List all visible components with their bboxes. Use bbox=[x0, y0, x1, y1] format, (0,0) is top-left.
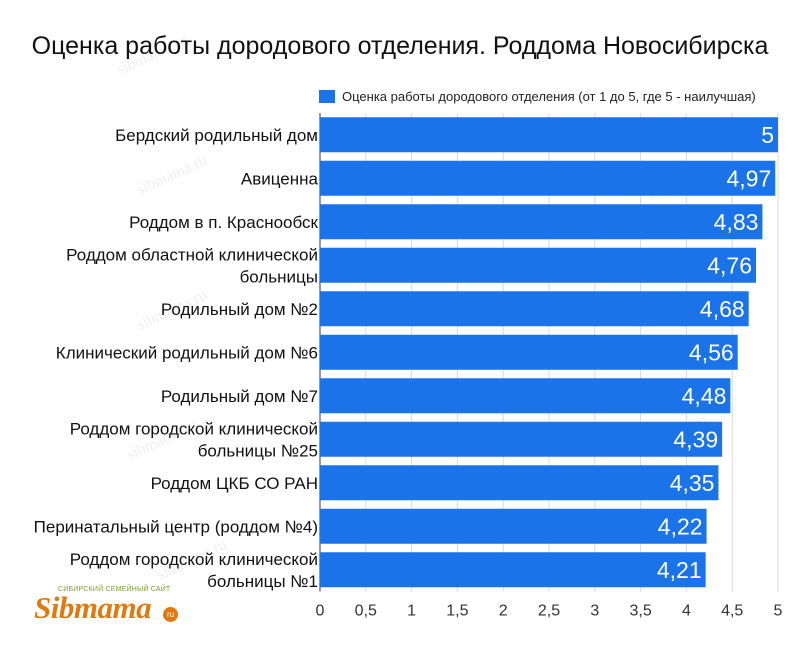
bar-value-label: 4,68 bbox=[700, 296, 745, 322]
bar bbox=[320, 204, 763, 240]
category-label: больницы №25 bbox=[198, 441, 318, 460]
x-tick-label: 3 bbox=[590, 603, 599, 620]
category-label: Авиценна bbox=[241, 169, 319, 188]
category-label: Родильный дом №2 bbox=[161, 300, 318, 319]
bar-value-label: 5 bbox=[761, 122, 774, 148]
bar bbox=[320, 334, 738, 370]
bar bbox=[320, 552, 706, 588]
x-tick-label: 2,5 bbox=[538, 603, 560, 620]
bar-value-label: 4,56 bbox=[689, 339, 734, 365]
x-tick-label: 4 bbox=[682, 603, 691, 620]
bar bbox=[320, 508, 707, 544]
x-tick-label: 1,5 bbox=[446, 603, 468, 620]
category-label: Бердский родильный дом bbox=[115, 126, 318, 145]
watermark-text: sibmama.ru bbox=[135, 151, 210, 198]
bar-value-label: 4,76 bbox=[707, 252, 752, 278]
legend-label: Оценка работы дородового отделения (от 1… bbox=[342, 88, 756, 104]
x-tick-label: 1 bbox=[407, 603, 416, 620]
category-label: Роддом городской клинической bbox=[70, 419, 318, 438]
bar bbox=[320, 117, 778, 153]
legend-swatch bbox=[319, 89, 335, 103]
logo-ru-badge: ru bbox=[163, 607, 178, 622]
bar-value-label: 4,48 bbox=[682, 383, 727, 409]
bar bbox=[320, 421, 723, 457]
x-tick-label: 2 bbox=[499, 603, 508, 620]
logo-tagline: СИБИРСКИЙ СЕМЕЙНЫЙ САЙТ bbox=[58, 586, 171, 593]
category-label: Роддом в п. Краснообск bbox=[129, 213, 318, 232]
watermark-text: sibmama.ru bbox=[115, 31, 190, 78]
bar-value-label: 4,83 bbox=[714, 209, 759, 235]
bar bbox=[320, 291, 749, 327]
category-label: Родильный дом №7 bbox=[161, 387, 318, 406]
category-label: Роддом городской клинической bbox=[70, 550, 318, 569]
bar bbox=[320, 247, 757, 283]
category-label: больницы №1 bbox=[207, 572, 318, 591]
x-tick-label: 0,5 bbox=[355, 603, 377, 620]
x-tick-label: 3,5 bbox=[629, 603, 651, 620]
bar bbox=[320, 160, 776, 196]
category-label: Роддом ЦКБ СО РАН bbox=[151, 474, 318, 493]
legend: Оценка работы дородового отделения (от 1… bbox=[319, 88, 756, 104]
category-label: Роддом областной клинической bbox=[66, 245, 318, 264]
sibmama-logo: СИБИРСКИЙ СЕМЕЙНЫЙ САЙТ Sibmama ru bbox=[34, 586, 178, 626]
category-label: Перинатальный центр (роддом №4) bbox=[34, 517, 318, 536]
x-tick-label: 5 bbox=[774, 603, 783, 620]
bar-value-label: 4,22 bbox=[658, 513, 703, 539]
bar-value-label: 4,97 bbox=[726, 165, 771, 191]
category-label: Клинический родильный дом №6 bbox=[56, 343, 318, 362]
bar-value-label: 4,39 bbox=[673, 426, 718, 452]
bar-value-label: 4,21 bbox=[657, 557, 702, 583]
chart-title: Оценка работы дородового отделения. Родд… bbox=[31, 32, 769, 60]
x-tick-label: 4,5 bbox=[721, 603, 743, 620]
bar bbox=[320, 378, 731, 414]
bar-value-label: 4,35 bbox=[670, 470, 715, 496]
bar bbox=[320, 465, 719, 501]
logo-wordmark: Sibmama bbox=[34, 590, 152, 625]
category-label: больницы bbox=[240, 267, 318, 286]
x-tick-label: 0 bbox=[316, 603, 325, 620]
